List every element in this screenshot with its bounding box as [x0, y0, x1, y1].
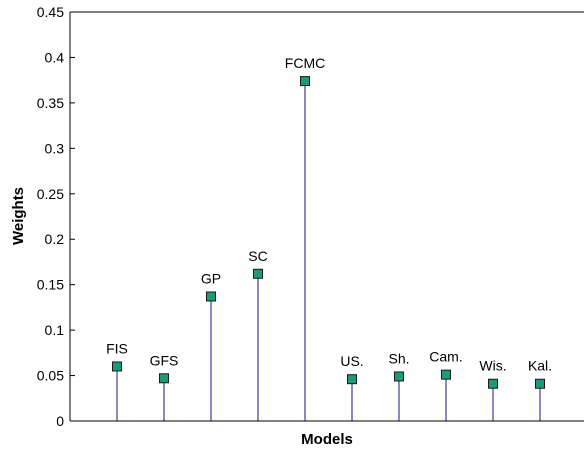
data-point-marker	[112, 361, 122, 372]
data-labels-layer: FIS GFS GP SC FCMC US. Sh. Cam. Wis. Kal.	[106, 55, 552, 374]
data-point-marker	[159, 373, 169, 384]
data-point-marker	[253, 268, 263, 279]
axes-layer	[69, 11, 584, 422]
category-label: GP	[201, 270, 221, 286]
y-ticks-layer: 0 0.05 0.1 0.15 0.2 0.25 0.3 0.35 0.4 0.45	[37, 4, 75, 429]
category-label: FCMC	[285, 55, 325, 71]
category-label: Kal.	[528, 358, 552, 374]
data-point-marker	[206, 291, 216, 302]
y-tick-label: 0.05	[37, 368, 64, 384]
y-axis-title: Weights	[10, 187, 27, 245]
data-point-marker	[535, 378, 545, 389]
markers-layer	[112, 76, 545, 389]
category-label: Wis.	[479, 358, 506, 374]
y-tick-label: 0.4	[45, 49, 65, 65]
data-point-marker	[441, 369, 451, 380]
category-label: Cam.	[429, 349, 462, 365]
stems-layer	[116, 81, 541, 421]
y-tick-label: 0.35	[37, 95, 64, 111]
y-tick-label: 0	[56, 413, 64, 429]
category-label: Sh.	[388, 350, 409, 366]
category-label: SC	[248, 248, 267, 264]
y-tick-label: 0.2	[45, 231, 65, 247]
plot-background	[70, 12, 584, 421]
category-label: GFS	[150, 352, 179, 368]
x-axis-title: Models	[301, 431, 353, 448]
data-point-marker	[347, 374, 357, 385]
category-label: FIS	[106, 340, 128, 356]
data-point-marker	[300, 76, 310, 87]
y-tick-label: 0.3	[45, 140, 65, 156]
category-label: US.	[340, 353, 363, 369]
y-tick-label: 0.1	[45, 322, 65, 338]
y-tick-label: 0.25	[37, 186, 64, 202]
y-tick-label: 0.15	[37, 277, 64, 293]
data-point-marker	[394, 371, 404, 382]
data-point-marker	[488, 378, 498, 389]
y-tick-label: 0.45	[37, 4, 64, 20]
